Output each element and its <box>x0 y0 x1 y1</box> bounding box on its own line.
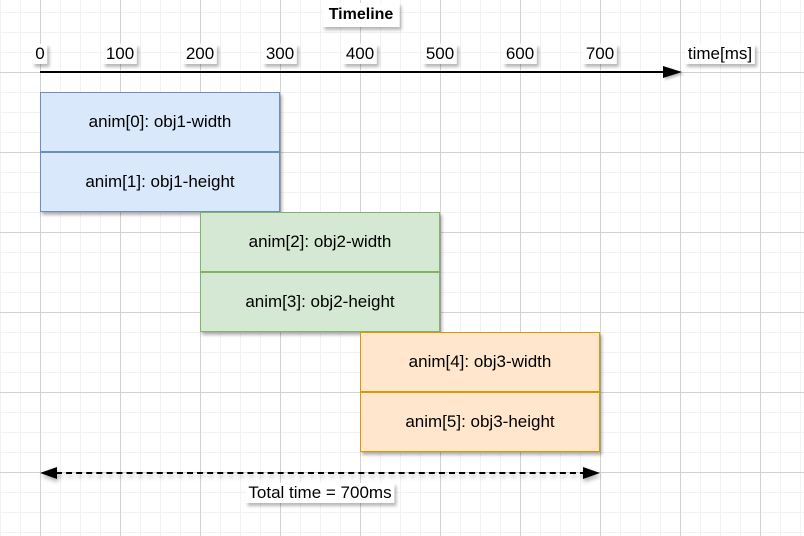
anim-bar-obj3-height: anim[5]: obj3-height <box>360 392 600 452</box>
anim-bar-obj3-width: anim[4]: obj3-width <box>360 332 600 392</box>
axis-tick-500: 500 <box>422 44 458 64</box>
total-time-dashed-line <box>56 472 586 474</box>
axis-unit-label: time[ms] <box>684 44 756 64</box>
axis-tick-0: 0 <box>32 44 48 64</box>
time-axis-arrowhead-icon <box>663 66 682 78</box>
axis-tick-300: 300 <box>262 44 298 64</box>
total-time-right-arrowhead-icon <box>583 467 600 479</box>
total-time-label: Total time = 700ms <box>245 483 395 503</box>
axis-tick-100: 100 <box>102 44 138 64</box>
anim-bar-label: anim[3]: obj2-height <box>245 292 395 311</box>
anim-bar-label: anim[5]: obj3-height <box>405 412 555 431</box>
time-axis-line <box>40 71 664 73</box>
anim-bar-label: anim[2]: obj2-width <box>248 232 392 251</box>
anim-bar-label: anim[1]: obj1-height <box>85 172 235 191</box>
anim-bar-obj2-height: anim[3]: obj2-height <box>200 272 440 332</box>
anim-bar-obj2-width: anim[2]: obj2-width <box>200 212 440 272</box>
axis-tick-700: 700 <box>582 44 618 64</box>
axis-tick-600: 600 <box>502 44 538 64</box>
anim-bar-obj1-width: anim[0]: obj1-width <box>40 92 280 152</box>
anim-bar-label: anim[0]: obj1-width <box>88 112 232 131</box>
anim-bar-obj1-height: anim[1]: obj1-height <box>40 152 280 212</box>
diagram-title: Timeline <box>322 3 400 27</box>
axis-tick-400: 400 <box>342 44 378 64</box>
total-time-left-arrowhead-icon <box>40 467 57 479</box>
anim-bar-label: anim[4]: obj3-width <box>408 352 552 371</box>
axis-tick-200: 200 <box>182 44 218 64</box>
